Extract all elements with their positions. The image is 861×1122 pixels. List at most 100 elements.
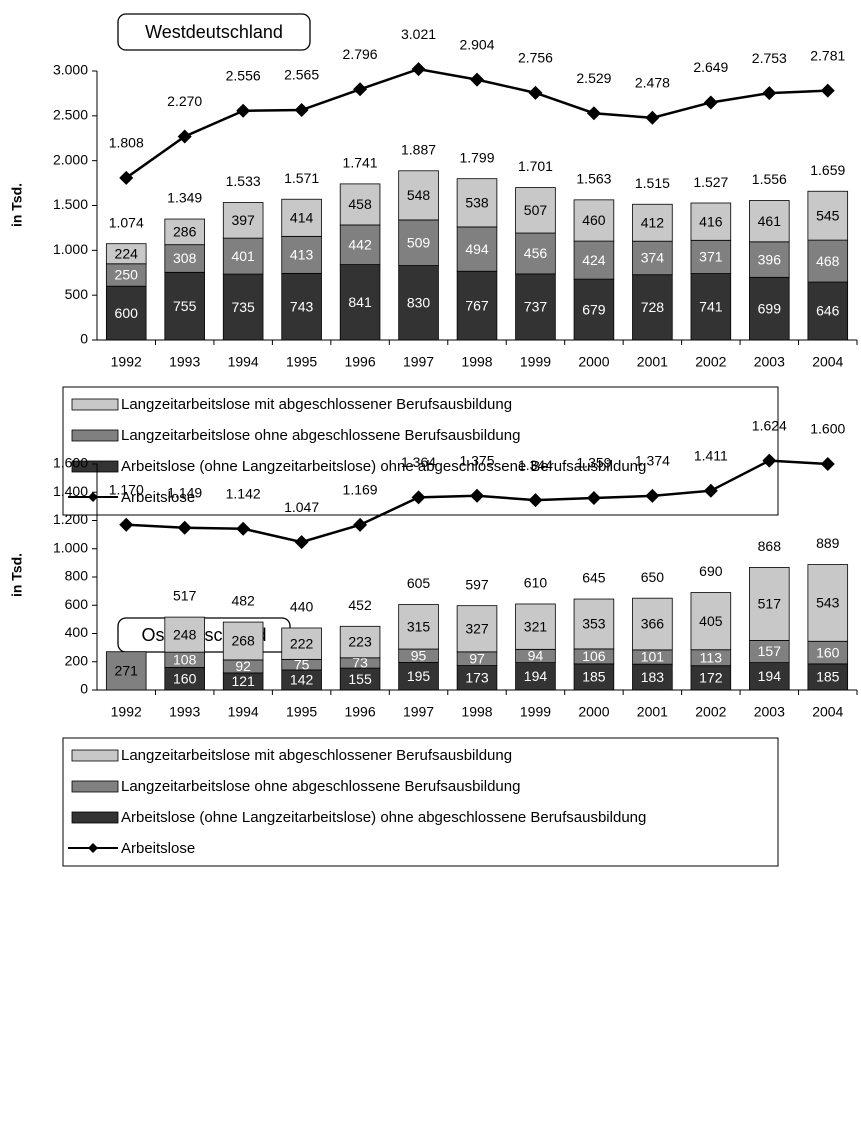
- bar-value-label: 172: [699, 670, 723, 686]
- bar-value-label: 321: [524, 618, 548, 634]
- x-tick-label: 1992: [111, 354, 142, 370]
- bar-value-label: 646: [816, 303, 840, 319]
- bar-value-label: 538: [465, 195, 489, 211]
- total-label: 1.074: [109, 214, 144, 230]
- bar-value-label: 679: [582, 301, 606, 317]
- y-tick-label: 800: [65, 568, 89, 584]
- legend-swatch: [71, 429, 119, 442]
- line-value-label: 1.808: [109, 135, 144, 151]
- y-tick-label: 200: [65, 652, 89, 668]
- line-value-label: 2.478: [635, 75, 670, 91]
- bar-value-label: 194: [524, 668, 548, 684]
- legend-label: Arbeitslose: [121, 489, 195, 506]
- chart-title: Westdeutschland: [145, 22, 283, 42]
- x-tick-label: 2004: [812, 354, 843, 370]
- bar-segment: [398, 219, 439, 266]
- bar-value-label: 250: [115, 267, 139, 283]
- line-value-label: 1.411: [694, 447, 728, 463]
- line-marker: [645, 110, 660, 125]
- bar-segment: [690, 665, 732, 691]
- total-label: 1.556: [752, 171, 787, 187]
- legend-swatch: [71, 780, 119, 793]
- line-marker: [762, 453, 777, 468]
- line-value-label: 1.344: [518, 457, 553, 473]
- bar-segment: [456, 270, 498, 341]
- total-label: 1.527: [693, 174, 728, 190]
- bar-segment: [339, 183, 381, 226]
- legend-swatch: [71, 811, 119, 824]
- bar-value-label: 97: [469, 650, 485, 666]
- x-tick-label: 1992: [111, 704, 142, 720]
- total-label: 440: [290, 599, 314, 615]
- x-tick-label: 1993: [169, 704, 200, 720]
- line-value-label: 2.796: [343, 46, 378, 62]
- bar-value-label: 545: [816, 207, 840, 223]
- legend-label: Arbeitslose: [121, 840, 195, 857]
- bar-value-label: 160: [173, 670, 197, 686]
- bar-value-label: 173: [465, 669, 489, 685]
- bar-segment: [573, 598, 615, 650]
- line-value-label: 2.756: [518, 50, 553, 66]
- line-marker: [703, 95, 718, 110]
- bar-value-label: 414: [290, 209, 314, 225]
- bar-value-label: 353: [582, 616, 606, 632]
- y-tick-label: 1.600: [53, 455, 88, 471]
- total-label: 650: [641, 569, 665, 585]
- bar-segment: [281, 235, 322, 274]
- bar-value-label: 767: [465, 297, 489, 313]
- bar-value-label: 442: [348, 236, 372, 252]
- x-tick-label: 1999: [520, 354, 551, 370]
- x-tick-label: 1994: [228, 704, 259, 720]
- bar-value-label: 517: [758, 596, 782, 612]
- line-value-label: 1.047: [284, 499, 319, 515]
- bar-segment: [807, 663, 849, 691]
- bar-value-label: 108: [173, 651, 197, 667]
- line-marker: [470, 488, 484, 503]
- bar-value-label: 743: [290, 298, 314, 314]
- bar-value-label: 405: [699, 613, 723, 629]
- bar-value-label: 160: [816, 644, 840, 660]
- y-tick-label: 600: [65, 596, 89, 612]
- bar-segment: [632, 240, 673, 276]
- bar-value-label: 113: [700, 649, 723, 665]
- bar-value-label: 509: [407, 234, 431, 250]
- bar-value-label: 460: [582, 212, 606, 228]
- line-marker: [820, 457, 835, 471]
- bar-segment: [164, 218, 205, 246]
- legend-label: Langzeitarbeitslose ohne abgeschlossene …: [121, 778, 520, 795]
- y-tick-label: 0: [80, 681, 88, 697]
- bar-value-label: 286: [173, 224, 197, 240]
- bar-segment: [690, 592, 732, 651]
- line-value-label: 1.600: [810, 421, 845, 437]
- bar-value-label: 699: [758, 300, 782, 316]
- bar-segment: [456, 605, 498, 653]
- total-label: 1.741: [343, 155, 378, 171]
- total-label: 889: [816, 535, 840, 551]
- total-label: 605: [407, 575, 431, 591]
- x-tick-label: 1997: [403, 354, 434, 370]
- bar-segment: [515, 187, 556, 234]
- bar-value-label: 185: [582, 669, 606, 685]
- bar-value-label: 366: [641, 616, 665, 632]
- x-tick-label: 1993: [169, 354, 200, 370]
- line-marker: [177, 520, 192, 535]
- x-tick-label: 1995: [286, 704, 317, 720]
- bar-value-label: 741: [699, 298, 723, 314]
- line-marker: [119, 170, 134, 185]
- x-tick-label: 2004: [812, 704, 843, 720]
- bar-segment: [456, 178, 498, 228]
- bar-segment: [573, 663, 615, 691]
- x-tick-label: 2000: [578, 354, 609, 370]
- bar-value-label: 101: [641, 649, 665, 665]
- bar-value-label: 735: [231, 299, 255, 315]
- y-tick-label: 1.000: [53, 241, 88, 257]
- total-label: 1.799: [459, 149, 494, 165]
- bar-segment: [749, 200, 790, 243]
- bar-segment: [398, 604, 439, 650]
- line-marker: [411, 490, 426, 505]
- y-tick-label: 1.200: [53, 511, 88, 527]
- legend-marker: [88, 492, 98, 502]
- line-marker: [528, 493, 543, 508]
- bar-value-label: 830: [407, 294, 431, 310]
- legend-label: Arbeitslose (ohne Langzeitarbeitslose) o…: [121, 809, 646, 826]
